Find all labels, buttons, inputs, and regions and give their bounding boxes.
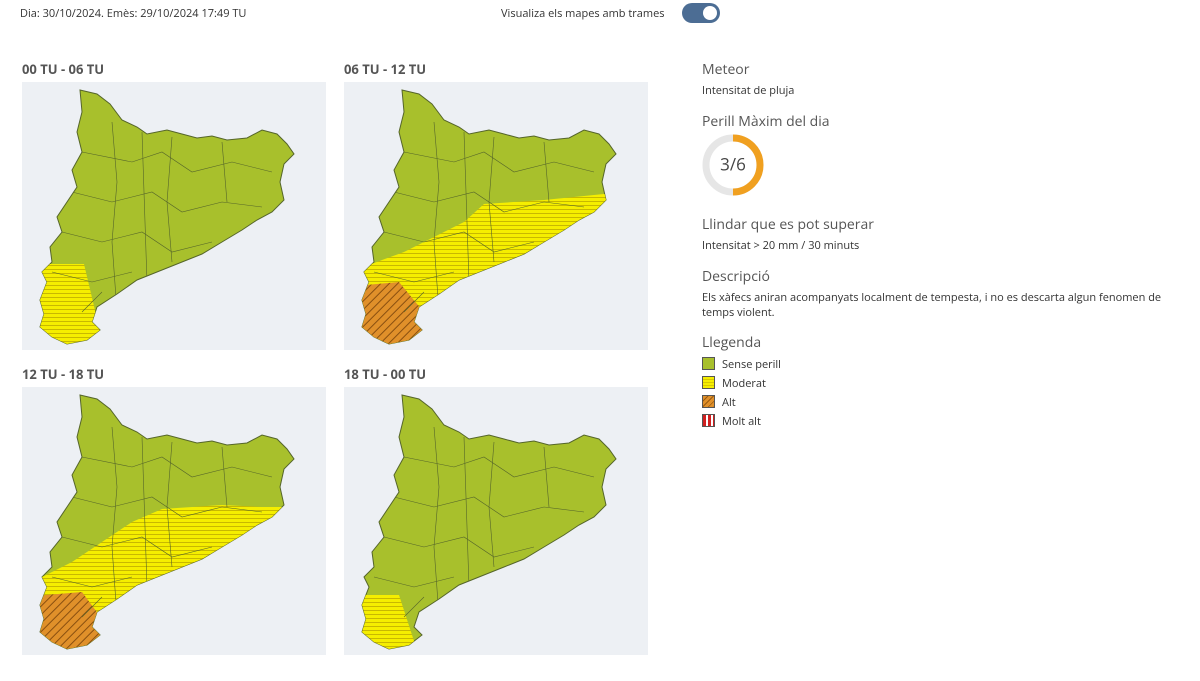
gauge-arc bbox=[732, 134, 764, 196]
map bbox=[22, 387, 326, 655]
legend-swatch bbox=[702, 357, 715, 370]
county-borders bbox=[51, 426, 273, 618]
meteor: Intensitat de pluja bbox=[702, 83, 795, 98]
legend-label: Sense perill bbox=[722, 357, 781, 372]
pattern-toggle[interactable] bbox=[682, 3, 720, 23]
toggle-label: Visualiza els mapes amb trames bbox=[501, 6, 665, 21]
map-svg bbox=[39, 89, 295, 345]
county-borders bbox=[373, 121, 595, 313]
region bbox=[39, 89, 295, 345]
legend-swatch bbox=[702, 376, 715, 389]
map-svg bbox=[361, 394, 617, 650]
map-svg bbox=[39, 394, 295, 650]
section-title: Llindar que es pot superar bbox=[702, 215, 875, 234]
threshold: Intensitat > 20 mm / 30 minuts bbox=[702, 238, 860, 253]
map bbox=[344, 387, 648, 655]
warning-zone bbox=[40, 592, 112, 649]
region bbox=[361, 394, 617, 650]
legend-swatch bbox=[702, 414, 715, 427]
map bbox=[22, 82, 326, 350]
section-title: Llegenda bbox=[702, 333, 762, 352]
gauge-label: 3/6 bbox=[720, 153, 746, 176]
header-date: Dia: 30/10/2024. Emès: 29/10/2024 17:49 … bbox=[20, 6, 247, 21]
description: Els xàfecs aniran acompanyats localment … bbox=[702, 290, 1162, 320]
county-borders bbox=[51, 121, 273, 313]
legend-label: Moderat bbox=[722, 376, 766, 391]
map bbox=[344, 82, 648, 350]
county-borders bbox=[373, 426, 595, 618]
legend-swatch bbox=[702, 395, 715, 408]
map-svg bbox=[361, 89, 617, 345]
warning-zone bbox=[40, 264, 112, 344]
panel-title: 06 TU - 12 TU bbox=[344, 60, 427, 78]
legend-label: Molt alt bbox=[722, 414, 761, 429]
gauge: 3/6 bbox=[702, 134, 764, 196]
section-title: Perill Màxim del dia bbox=[702, 112, 830, 131]
warning-zone bbox=[362, 282, 434, 344]
section-title: Descripció bbox=[702, 267, 770, 286]
panel-title: 12 TU - 18 TU bbox=[22, 365, 105, 383]
section-title: Meteor bbox=[702, 60, 750, 79]
panel-title: 00 TU - 06 TU bbox=[22, 60, 105, 78]
legend-label: Alt bbox=[722, 395, 736, 410]
panel-title: 18 TU - 00 TU bbox=[344, 365, 427, 383]
